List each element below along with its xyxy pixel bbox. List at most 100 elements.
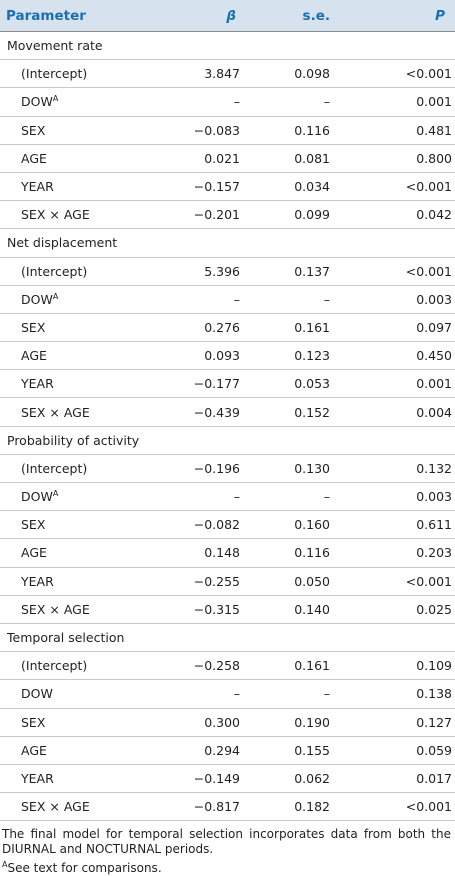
parameter-cell: (Intercept) (0, 651, 142, 681)
beta-cell: 0.300 (142, 708, 245, 737)
beta-cell: −0.201 (142, 200, 245, 230)
parameter-cell: AGE (0, 538, 142, 568)
se-cell: 0.160 (245, 510, 350, 540)
p-cell: <0.001 (350, 172, 455, 202)
p-cell: 0.450 (350, 341, 455, 371)
footnote-marker: A (52, 489, 59, 499)
parameter-cell: DOWA (0, 87, 142, 117)
se-cell: 0.140 (245, 595, 350, 624)
parameter-cell: (Intercept) (0, 257, 142, 286)
parameter-cell: SEX (0, 510, 142, 540)
parameter-cell: DOWA (0, 285, 142, 314)
table-header: Parameter β s.e. P (0, 0, 455, 32)
beta-cell: – (142, 285, 245, 314)
se-cell: 0.137 (245, 257, 350, 286)
parameter-label: SEX (21, 319, 46, 335)
parameter-cell: (Intercept) (0, 454, 142, 484)
parameter-cell: AGE (0, 144, 142, 173)
beta-cell: 0.021 (142, 144, 245, 173)
beta-cell: 3.847 (142, 59, 245, 89)
parameter-cell: SEX (0, 116, 142, 145)
table-row: SEX 0.276 0.161 0.097 (0, 313, 455, 343)
parameter-cell: DOW (0, 679, 142, 709)
se-cell: 0.116 (245, 116, 350, 145)
parameter-cell: SEX × AGE (0, 595, 142, 624)
table-row: SEX 0.300 0.190 0.127 (0, 708, 455, 737)
beta-cell: −0.157 (142, 172, 245, 202)
p-cell: 0.001 (350, 369, 455, 399)
parameter-cell: YEAR (0, 567, 142, 596)
footnote-main: The final model for temporal selection i… (2, 827, 451, 857)
se-cell: 0.116 (245, 538, 350, 568)
se-cell: 0.034 (245, 172, 350, 202)
parameter-label: AGE (21, 742, 47, 758)
table-row: SEX × AGE −0.315 0.140 0.025 (0, 595, 455, 624)
footnote-a: ASee text for comparisons. (0, 857, 455, 876)
beta-cell: −0.082 (142, 510, 245, 540)
beta-cell: −0.177 (142, 369, 245, 399)
beta-cell: −0.258 (142, 651, 245, 681)
parameter-label: DOW (21, 686, 53, 702)
parameter-label: (Intercept) (21, 658, 88, 674)
se-cell: 0.161 (245, 651, 350, 681)
section-title: Temporal selection (0, 623, 455, 653)
se-cell: 0.053 (245, 369, 350, 399)
beta-cell: – (142, 679, 245, 709)
se-cell: – (245, 679, 350, 709)
parameter-cell: YEAR (0, 369, 142, 399)
p-cell: <0.001 (350, 257, 455, 286)
beta-cell: −0.439 (142, 397, 245, 427)
beta-cell: −0.083 (142, 116, 245, 145)
parameter-label: SEX (21, 122, 46, 138)
table-row: (Intercept) −0.196 0.130 0.132 (0, 454, 455, 484)
parameter-cell: YEAR (0, 764, 142, 794)
se-cell: 0.062 (245, 764, 350, 794)
parameter-cell: SEX (0, 313, 142, 343)
p-cell: 0.042 (350, 200, 455, 230)
section-row: Net displacement (0, 228, 455, 258)
p-cell: 0.059 (350, 736, 455, 765)
se-cell: 0.155 (245, 736, 350, 765)
parameter-cell: AGE (0, 341, 142, 371)
p-cell: 0.127 (350, 708, 455, 737)
se-cell: 0.130 (245, 454, 350, 484)
parameter-label: SEX × AGE (21, 601, 90, 617)
parameter-label: AGE (21, 545, 47, 561)
parameter-label: SEX × AGE (21, 207, 90, 223)
table-row: AGE 0.294 0.155 0.059 (0, 736, 455, 765)
parameter-label: DOW (21, 489, 53, 505)
p-cell: 0.025 (350, 595, 455, 624)
table-row: AGE 0.021 0.081 0.800 (0, 144, 455, 173)
parameter-label: SEX (21, 517, 46, 533)
parameter-cell: YEAR (0, 172, 142, 202)
parameter-label: YEAR (21, 770, 54, 786)
beta-cell: −0.149 (142, 764, 245, 794)
beta-cell: 0.276 (142, 313, 245, 343)
beta-cell: – (142, 87, 245, 117)
table-row: SEX × AGE −0.817 0.182 <0.001 (0, 792, 455, 822)
p-cell: 0.109 (350, 651, 455, 681)
p-cell: 0.203 (350, 538, 455, 568)
beta-cell: 0.294 (142, 736, 245, 765)
beta-cell: −0.817 (142, 792, 245, 822)
p-cell: 0.017 (350, 764, 455, 794)
table-row: SEX −0.083 0.116 0.481 (0, 116, 455, 145)
beta-cell: −0.196 (142, 454, 245, 484)
beta-cell: 0.148 (142, 538, 245, 568)
footnote-a-marker: A (2, 860, 8, 870)
parameter-label: (Intercept) (21, 263, 88, 279)
section-title: Net displacement (0, 228, 455, 258)
table-row: AGE 0.148 0.116 0.203 (0, 538, 455, 568)
se-cell: 0.190 (245, 708, 350, 737)
se-cell: 0.099 (245, 200, 350, 230)
se-cell: 0.123 (245, 341, 350, 371)
p-cell: <0.001 (350, 792, 455, 822)
footnote-a-text: See text for comparisons. (7, 861, 162, 876)
section-title: Movement rate (0, 31, 455, 61)
p-cell: 0.003 (350, 285, 455, 314)
parameter-label: (Intercept) (21, 460, 88, 476)
table-row: (Intercept) 5.396 0.137 <0.001 (0, 257, 455, 286)
parameter-cell: SEX × AGE (0, 792, 142, 822)
se-cell: 0.081 (245, 144, 350, 173)
